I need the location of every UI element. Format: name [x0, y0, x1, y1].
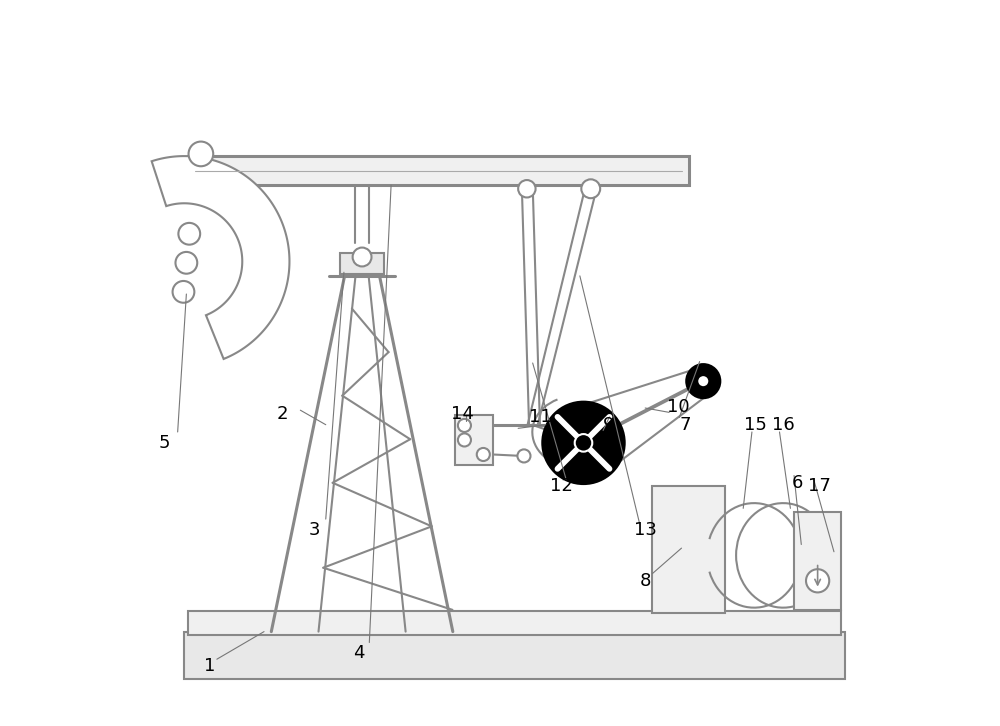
Text: 8: 8	[640, 572, 651, 590]
Circle shape	[189, 142, 213, 166]
Circle shape	[477, 448, 490, 461]
Polygon shape	[152, 156, 289, 359]
Circle shape	[544, 403, 623, 483]
Bar	[794, 512, 841, 610]
Text: 4: 4	[353, 645, 364, 662]
Bar	[455, 415, 493, 465]
Circle shape	[687, 365, 719, 397]
Text: 16: 16	[772, 416, 795, 433]
Text: 10: 10	[667, 398, 689, 415]
Circle shape	[458, 419, 471, 432]
Circle shape	[353, 248, 371, 266]
Circle shape	[173, 281, 194, 303]
Circle shape	[518, 180, 536, 197]
Circle shape	[697, 375, 709, 387]
Text: 15: 15	[744, 416, 767, 433]
Text: 6: 6	[792, 474, 803, 492]
Text: 17: 17	[808, 478, 831, 495]
Bar	[188, 611, 841, 635]
Bar	[184, 632, 845, 679]
Text: 11: 11	[529, 409, 551, 426]
Text: 14: 14	[451, 405, 474, 423]
Text: 12: 12	[550, 478, 573, 495]
Circle shape	[806, 569, 829, 592]
Text: 3: 3	[309, 521, 321, 539]
Circle shape	[458, 433, 471, 446]
Text: 7: 7	[679, 416, 691, 433]
Text: 2: 2	[276, 405, 288, 423]
Text: 1: 1	[204, 658, 215, 675]
Text: 9: 9	[603, 416, 615, 433]
Circle shape	[178, 223, 200, 245]
Circle shape	[575, 434, 592, 452]
Text: 5: 5	[159, 434, 170, 452]
Circle shape	[517, 449, 530, 462]
Bar	[340, 253, 384, 274]
Bar	[188, 156, 689, 185]
Text: 13: 13	[634, 521, 657, 539]
Circle shape	[175, 252, 197, 274]
Circle shape	[581, 179, 600, 198]
Bar	[652, 486, 725, 613]
